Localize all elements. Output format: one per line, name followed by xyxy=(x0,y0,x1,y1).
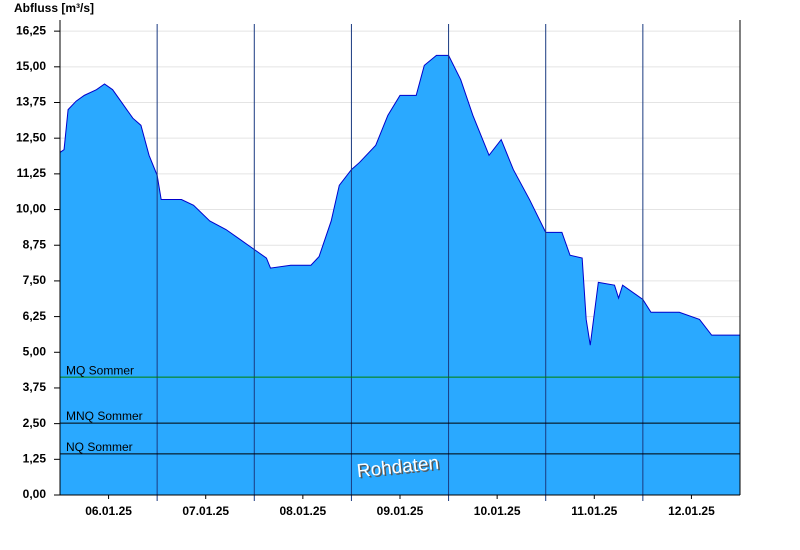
y-tick-label: 6,25 xyxy=(23,309,47,323)
y-tick-label: 7,50 xyxy=(23,273,47,287)
x-tick-label: 08.01.25 xyxy=(279,504,326,518)
chart-title: Abfluss [m³/s] xyxy=(14,1,94,15)
x-tick-label: 11.01.25 xyxy=(571,504,617,518)
y-tick-label: 13,75 xyxy=(16,95,46,109)
area xyxy=(60,55,740,496)
y-tick-label: 2,50 xyxy=(23,416,47,430)
y-tick-label: 11,25 xyxy=(17,166,47,180)
y-tick-label: 3,75 xyxy=(23,380,47,394)
y-tick-label: 1,25 xyxy=(23,451,47,465)
x-tick-label: 12.01.25 xyxy=(668,504,715,518)
y-tick-label: 0,00 xyxy=(23,487,47,501)
y-tick-label: 16,25 xyxy=(16,23,46,37)
line xyxy=(59,54,740,346)
reference-label: MQ Sommer xyxy=(66,363,134,377)
x-tick-label: 10.01.25 xyxy=(474,504,521,518)
y-tick-label: 10,00 xyxy=(16,202,46,216)
x-tick-label: 06.01.25 xyxy=(85,504,132,518)
x-tick-label: 09.01.25 xyxy=(377,504,424,518)
y-tick-label: 15,00 xyxy=(16,59,46,73)
x-tick-label: 07.01.25 xyxy=(182,504,229,518)
y-tick-label: 12,50 xyxy=(16,130,46,144)
reference-label: NQ Sommer xyxy=(66,440,133,454)
reference-label: MNQ Sommer xyxy=(66,409,143,423)
y-tick-label: 5,00 xyxy=(23,344,47,358)
y-tick-label: 8,75 xyxy=(23,237,47,251)
